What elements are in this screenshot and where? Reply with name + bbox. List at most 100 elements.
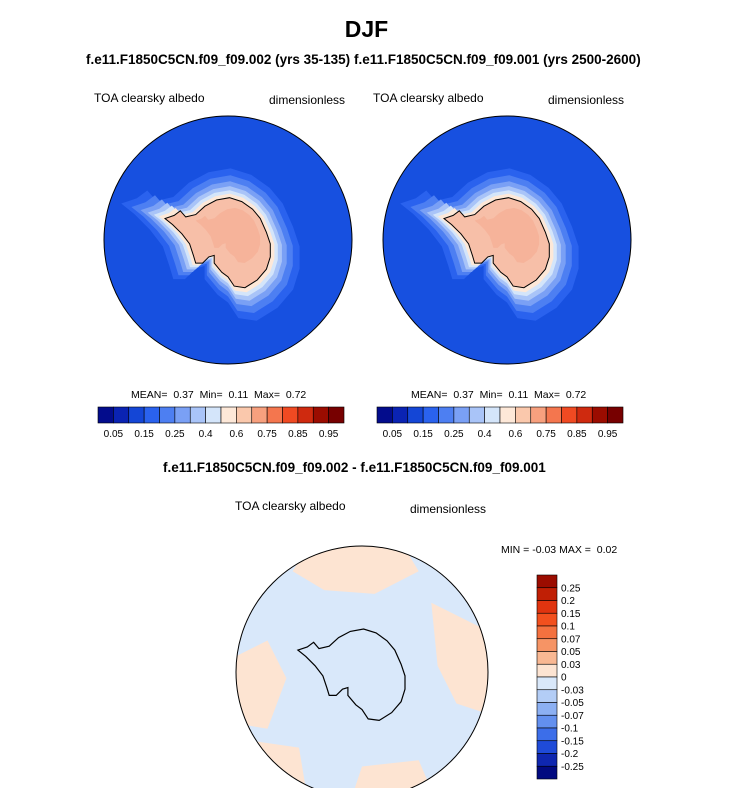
colorbar-box: [438, 406, 455, 424]
panel-2-max-value: 0.72: [565, 389, 587, 401]
panel-2-min-label: Min=: [479, 389, 503, 401]
colorbar-box: [113, 406, 130, 424]
colorbar-box: [536, 612, 558, 627]
panel-2-map: [382, 115, 632, 365]
panel-1-colorbar: 0.05 0.15 0.25 0.4 0.6 0.75 0.85 0.95: [97, 406, 345, 440]
colorbar-tick-label: 0.4: [478, 429, 492, 440]
colorbar-box: [499, 406, 516, 424]
colorbar-box: [266, 406, 283, 424]
panel-3-units-label: dimensionless: [410, 502, 487, 516]
plateau-region: [195, 207, 261, 263]
colorbar-tick-label: -0.25: [561, 762, 584, 773]
colorbar-box: [530, 406, 547, 424]
colorbar-tick-label: 0.6: [229, 429, 243, 440]
colorbar-tick-label: 0.85: [288, 429, 308, 440]
colorbar-box: [536, 753, 558, 767]
colorbar-tick-label: 0.05: [104, 429, 124, 440]
colorbar-tick-label: 0.05: [383, 429, 403, 440]
colorbar-box: [515, 406, 532, 424]
colorbar-box: [376, 406, 393, 424]
colorbar-box: [297, 406, 314, 424]
colorbar-box: [143, 406, 160, 424]
panel-3-max-value: 0.02: [596, 544, 618, 556]
panel-3-variable-label: TOA clearsky albedo: [235, 499, 346, 513]
colorbar-box: [236, 406, 253, 424]
colorbar-box: [607, 406, 624, 424]
colorbar-tick-label: 0.95: [598, 429, 618, 440]
positive-patch-2: [236, 640, 287, 729]
colorbar-tick-label: 0.75: [257, 429, 277, 440]
panel-3-min-label: MIN =: [501, 544, 530, 556]
panel-2-mean-label: MEAN=: [411, 389, 448, 401]
panel-1-mean-value: 0.37: [173, 389, 194, 401]
colorbar-box: [536, 574, 558, 589]
colorbar-tick-label: 0.07: [561, 634, 581, 645]
panel-2-min-value: 0.11: [508, 389, 529, 401]
colorbar-box: [536, 714, 558, 729]
colorbar-box: [536, 765, 558, 780]
colorbar-box: [484, 406, 501, 424]
positive-patch-0: [292, 546, 419, 594]
panel-1-title: f.e11.F1850C5CN.f09_f09.002 (yrs 35-135): [86, 52, 351, 67]
colorbar-tick-label: 0.15: [413, 429, 433, 440]
colorbar-box: [251, 406, 268, 424]
colorbar-tick-label: 0.95: [319, 429, 339, 440]
colorbar-box: [189, 406, 206, 424]
colorbar-tick-label: 0.6: [508, 429, 522, 440]
colorbar-tick-label: -0.15: [561, 736, 584, 747]
map-border: [235, 545, 489, 788]
colorbar-tick-label: -0.03: [561, 685, 584, 696]
colorbar-tick-label: 0.25: [165, 429, 185, 440]
colorbar-box: [220, 406, 237, 424]
colorbar-box: [453, 406, 470, 424]
panel-2-variable-label: TOA clearsky albedo: [373, 91, 484, 105]
antarctica-coastline: [296, 628, 406, 722]
positive-patch-4: [254, 741, 306, 786]
colorbar-tick-label: 0.2: [561, 596, 575, 607]
colorbar-tick-label: 0.75: [536, 429, 556, 440]
panel-1-mean-label: MEAN=: [131, 389, 168, 401]
panel-2-stats: MEAN= 0.37 Min= 0.11 Max= 0.72: [411, 389, 586, 401]
colorbar-tick-label: 0.25: [444, 429, 464, 440]
panel-3-min-value: -0.03: [532, 544, 557, 556]
colorbar-box: [591, 406, 608, 424]
colorbar-box: [128, 406, 145, 424]
colorbar-box: [312, 406, 329, 424]
colorbar-box: [536, 740, 558, 754]
panel-1-stats: MEAN= 0.37 Min= 0.11 Max= 0.72: [131, 389, 306, 401]
colorbar-box: [422, 406, 439, 424]
colorbar-tick-label: -0.1: [561, 724, 579, 735]
figure-title: DJF: [344, 16, 389, 42]
colorbar-box: [392, 406, 409, 424]
panel-3-stats: MIN = -0.03 MAX = 0.02: [501, 544, 617, 556]
map-border: [382, 115, 632, 365]
colorbar-box: [536, 663, 558, 678]
map-border: [103, 115, 353, 365]
colorbar-tick-label: 0.4: [199, 429, 213, 440]
colorbar-box: [536, 638, 558, 652]
panel-1-max-label: Max=: [254, 389, 280, 401]
colorbar-tick-label: -0.07: [561, 711, 584, 722]
colorbar-tick-label: 0.03: [561, 660, 581, 671]
panel-1-map: [103, 115, 353, 365]
panel-3-map: [235, 545, 489, 788]
colorbar-tick-label: 0.25: [561, 583, 581, 594]
colorbar-tick-label: -0.05: [561, 698, 584, 709]
colorbar-box: [468, 406, 485, 424]
colorbar-tick-label: 0.15: [134, 429, 154, 440]
panel-1-min-value: 0.11: [228, 389, 249, 401]
panel-2-title: f.e11.F1850C5CN.f09_f09.001 (yrs 2500-26…: [354, 52, 641, 67]
colorbar-box: [536, 600, 558, 614]
panel-1-units-label: dimensionless: [269, 93, 346, 107]
colorbar-box: [174, 406, 191, 424]
panel-3-colorbar: 0.25 0.2 0.15 0.10.07 0.05 0.03 0-0.03 -0.05 -0.…: [536, 574, 584, 780]
colorbar-box: [561, 406, 578, 424]
panel-3-title: f.e11.F1850C5CN.f09_f09.002 - f.e11.F185…: [163, 460, 546, 475]
colorbar-box: [576, 406, 593, 424]
negative-field: [236, 546, 488, 788]
panel-1-variable-label: TOA clearsky albedo: [94, 91, 205, 105]
colorbar-box: [328, 406, 345, 424]
colorbar-tick-label: 0.05: [561, 647, 581, 658]
colorbar-tick-label: 0.1: [561, 622, 575, 633]
colorbar-box: [97, 406, 114, 424]
